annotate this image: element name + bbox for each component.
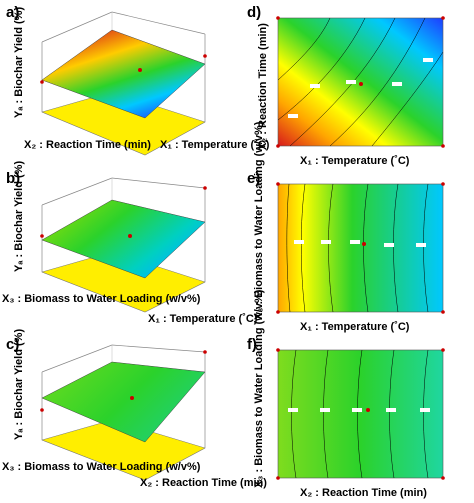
panel-e-contour-line: [328, 183, 334, 313]
panel-e-design-point: [441, 182, 445, 186]
panel-d-contour-plot: X₂ : Reaction Time (min) X₁ : Temperatur…: [257, 16, 445, 167]
panel-e-contour-plot: X₃ : Biomass to Water Loading (w/v%) X₁ …: [253, 121, 445, 333]
panel-a-box-edge: [41, 11, 113, 43]
panel-f-design-point: [276, 476, 280, 480]
panel-f-contour-fill: [277, 349, 444, 479]
panel-e-design-point: [441, 310, 445, 314]
panel-d-design-point: [441, 144, 445, 148]
panel-d-contour-fill: [277, 17, 444, 147]
panel-d-contour-label: [392, 82, 402, 86]
panel-d-contour-label: [288, 114, 298, 118]
panel-c-x-axis-title: X₂ : Reaction Time (min): [140, 477, 267, 489]
panel-d-label: d): [247, 4, 262, 21]
panel-e-contour-label: [384, 243, 394, 247]
panel-e-contour-label: [321, 240, 331, 244]
panel-c-box-edge: [41, 344, 113, 373]
panel-b-box-edge: [111, 177, 206, 189]
panel-e-y-axis-title: X₃ : Biomass to Water Loading (w/v%): [253, 121, 265, 320]
panel-f-contour-label: [352, 408, 362, 412]
panel-a-design-point: [40, 80, 44, 84]
panel-e-contour-label: [294, 240, 304, 244]
panel-a-surface-plot: Yₐ : Biochar Yield (%) X₂ : Reaction Tim…: [13, 7, 270, 156]
panel-d-design-point: [359, 82, 363, 86]
panel-f-contour-line: [389, 349, 395, 479]
panel-c-label: c): [6, 336, 20, 353]
panel-c-surface-plot: Yₐ : Biochar Yield (%) X₃ : Biomass to W…: [2, 329, 267, 489]
panel-b-x-axis-title: X₁ : Temperature (˚C): [148, 313, 258, 325]
panel-d-contour-line: [289, 17, 396, 147]
panel-e-design-point: [362, 242, 366, 246]
panel-b-design-point: [128, 234, 132, 238]
panel-a-response-surface: [41, 29, 206, 119]
panel-c-response-surface: [41, 361, 206, 443]
panel-d-design-point: [276, 16, 280, 20]
panel-a-box-edge: [111, 11, 206, 35]
panel-f-design-point: [441, 476, 445, 480]
panel-e-design-point: [276, 182, 280, 186]
panel-c-design-point: [203, 350, 207, 354]
panel-a-design-point: [138, 68, 142, 72]
panel-b-design-point: [203, 186, 207, 190]
panel-f-design-point: [276, 348, 280, 352]
panel-f-design-point: [366, 408, 370, 412]
panel-c-design-point: [40, 408, 44, 412]
panel-f-contour-label: [288, 408, 298, 412]
panel-b-design-point: [40, 234, 44, 238]
panel-d-x-axis-title: X₁ : Temperature (˚C): [300, 155, 410, 167]
panel-b-response-surface: [41, 199, 206, 279]
panel-e-x-axis-title: X₁ : Temperature (˚C): [300, 321, 410, 333]
panel-b-box-edge: [41, 177, 113, 206]
panel-d-contour-label: [346, 80, 356, 84]
panel-f-contour-line: [357, 349, 363, 479]
panel-f-label: f): [247, 336, 257, 353]
panel-d-contour-line: [329, 17, 426, 147]
panel-d-contour-label: [310, 84, 320, 88]
panel-d-design-point: [276, 144, 280, 148]
panel-d-y-axis-title: X₂ : Reaction Time (min): [257, 23, 269, 150]
panel-c-box-edge: [111, 344, 206, 353]
panel-e-contour-label: [416, 243, 426, 247]
panel-a-label: a): [6, 4, 20, 21]
panel-a-x-axis-title: X₁ : Temperature (˚C): [160, 139, 270, 151]
panel-f-contour-label: [320, 408, 330, 412]
panel-a-floor-projection: [41, 91, 206, 156]
panel-f-contour-line: [291, 349, 297, 479]
panel-b-y-axis-title: X₃ : Biomass to Water Loading (w/v%): [2, 293, 201, 305]
panel-b-floor-projection: [41, 251, 206, 313]
panel-f-contour-line: [323, 349, 329, 479]
panel-d-contour-label: [423, 58, 433, 62]
panel-f-contour-label: [386, 408, 396, 412]
panel-b-surface-plot: Yₐ : Biochar Yield (%) X₃ : Biomass to W…: [2, 161, 258, 325]
panel-d-contour-line: [277, 17, 366, 121]
panel-a-y-axis-title: X₂ : Reaction Time (min): [24, 139, 151, 151]
panel-a-design-point: [203, 54, 207, 58]
panel-f-x-axis-title: X₂ : Reaction Time (min): [300, 487, 427, 499]
panel-d-design-point: [441, 16, 445, 20]
panel-c-z-axis-title: Yₐ : Biochar Yield (%): [13, 329, 25, 440]
panel-e-contour-fill: [277, 183, 444, 313]
panel-f-contour-line: [423, 349, 429, 479]
panel-e-design-point: [276, 310, 280, 314]
panel-d-contour-line: [371, 51, 444, 147]
panel-b-z-axis-title: Yₐ : Biochar Yield (%): [13, 161, 25, 272]
panel-c-y-axis-title: X₃ : Biomass to Water Loading (w/v%): [2, 461, 201, 473]
panel-e-contour-line: [301, 183, 306, 313]
panel-f-y-axis-title: X₃ : Biomass to Water Loading (w/v%): [253, 289, 265, 488]
panel-f-contour-label: [420, 408, 430, 412]
panel-a-z-axis-title: Yₐ : Biochar Yield (%): [13, 7, 25, 118]
panel-e-label: e): [247, 170, 261, 187]
panel-d-contour-line: [277, 17, 331, 81]
panel-f-design-point: [441, 348, 445, 352]
panel-e-contour-label: [350, 240, 360, 244]
panel-e-contour-line: [286, 183, 291, 313]
panel-c-design-point: [130, 396, 134, 400]
panel-f-contour-plot: X₃ : Biomass to Water Loading (w/v%) X₂ …: [253, 289, 445, 499]
panel-c-floor-projection: [41, 419, 206, 481]
panel-b-label: b): [6, 170, 21, 187]
